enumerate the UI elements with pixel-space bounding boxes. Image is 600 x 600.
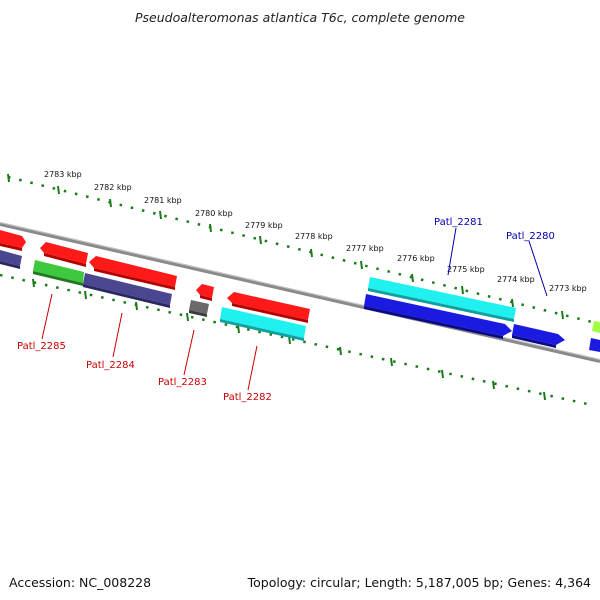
ruler-label: 2780 kbp: [195, 209, 233, 218]
gene-feature: [89, 256, 177, 287]
map-title: Pseudoalteromonas atlantica T6c, complet…: [135, 10, 465, 25]
gene-feature: [227, 292, 310, 320]
gene-shadow: [364, 306, 503, 339]
gene-shadow: [33, 271, 83, 286]
ruler-label: 2781 kbp: [144, 196, 182, 205]
gene-feature: [364, 294, 512, 336]
outer-ruler-ticks: [7, 173, 564, 320]
gene-label-patl-2283: Patl_2283: [158, 377, 207, 388]
gene-label-patl-2284: Patl_2284: [86, 360, 135, 371]
ruler-label: 2774 kbp: [497, 275, 535, 284]
ruler-label: 2779 kbp: [245, 221, 283, 230]
gene-label-patl-2285: Patl_2285: [17, 341, 66, 352]
ruler-label: 2777 kbp: [346, 244, 384, 253]
gene-feature: [189, 300, 209, 314]
label-leader: [247, 345, 258, 391]
genome-backbone: [0, 222, 600, 363]
gene-feature: [0, 230, 26, 248]
gene-shadow: [232, 303, 308, 323]
gene-feature: [592, 321, 600, 333]
label-leader: [447, 227, 457, 276]
gene-feature: [0, 250, 22, 266]
gene-feature: [40, 242, 88, 264]
gene-shadow: [189, 310, 207, 317]
gene-feature: [220, 307, 306, 338]
ruler-label: 2783 kbp: [44, 170, 82, 179]
gene-label-patl-2282: Patl_2282: [223, 392, 272, 403]
label-leader: [112, 312, 123, 358]
outer-ruler-line: [7, 175, 593, 324]
gene-feature: [83, 273, 172, 305]
label-leader: [528, 240, 548, 297]
gene-label-patl-2280: Patl_2280: [506, 231, 555, 242]
ruler-label: 2773 kbp: [549, 284, 587, 293]
gene-shadow: [368, 288, 514, 322]
gene-feature: [368, 277, 516, 319]
label-leader: [41, 293, 53, 340]
gene-shadow: [94, 268, 175, 290]
ruler-label: 2775 kbp: [447, 265, 485, 274]
gene-feature: [512, 324, 565, 345]
gene-shadow: [44, 253, 86, 267]
genome-summary-text: Topology: circular; Length: 5,187,005 bp…: [247, 575, 591, 590]
gene-feature: [196, 284, 214, 298]
label-leader: [183, 329, 195, 376]
ruler-label: 2778 kbp: [295, 232, 333, 241]
gene-shadow: [220, 319, 304, 341]
gene-label-patl-2281: Patl_2281: [434, 217, 483, 228]
gene-shadow: [0, 261, 20, 269]
accession-text: Accession: NC_008228: [9, 575, 152, 590]
gene-feature: [589, 338, 600, 352]
gene-shadow: [83, 284, 170, 308]
gene-shadow: [200, 295, 212, 301]
inner-ruler-ticks: [32, 278, 546, 401]
gene-features: [0, 230, 600, 352]
gene-shadow: [0, 243, 22, 251]
ruler-label: 2776 kbp: [397, 254, 435, 263]
ruler-label: 2782 kbp: [94, 183, 132, 192]
gene-feature: [33, 260, 84, 283]
gene-shadow: [512, 335, 556, 348]
